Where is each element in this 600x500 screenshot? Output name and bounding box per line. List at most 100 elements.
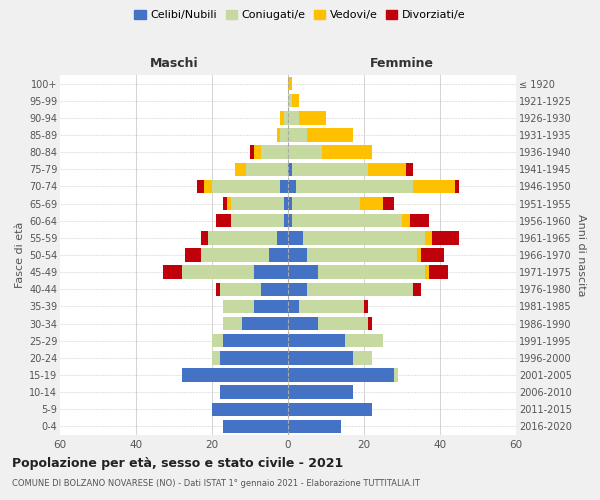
Bar [410,214,428,228]
Bar [223,300,254,313]
Text: Maschi: Maschi [149,57,199,70]
Bar [288,266,319,279]
Legend: Celibi/Nubili, Coniugati/e, Vedovi/e, Divorziati/e: Celibi/Nubili, Coniugati/e, Vedovi/e, Di… [130,6,470,25]
Bar [235,162,246,176]
Bar [368,317,371,330]
Bar [288,231,303,244]
Bar [223,420,288,433]
Bar [212,351,220,364]
Bar [284,197,288,210]
Bar [360,197,383,210]
Bar [269,248,288,262]
Bar [307,282,413,296]
Bar [262,146,288,159]
Bar [322,146,371,159]
Bar [250,146,254,159]
Bar [254,300,288,313]
Bar [364,300,368,313]
Bar [223,197,227,210]
Bar [421,248,444,262]
Bar [220,386,288,399]
Bar [231,197,284,210]
Bar [277,231,288,244]
Bar [368,162,406,176]
Y-axis label: Anni di nascita: Anni di nascita [576,214,586,296]
Bar [288,214,292,228]
Bar [277,128,280,141]
Bar [212,402,288,416]
Bar [288,128,307,141]
Bar [288,402,371,416]
Bar [220,282,262,296]
Bar [288,368,394,382]
Bar [425,266,428,279]
Bar [246,162,288,176]
Bar [280,128,288,141]
Bar [288,146,322,159]
Bar [406,162,413,176]
Bar [288,248,307,262]
Bar [413,282,421,296]
Bar [223,334,288,347]
Bar [197,180,205,193]
Bar [223,317,242,330]
Bar [288,420,341,433]
Text: Popolazione per età, sesso e stato civile - 2021: Popolazione per età, sesso e stato civil… [12,458,343,470]
Bar [254,146,262,159]
Bar [345,334,383,347]
Bar [394,368,398,382]
Bar [227,197,231,210]
Bar [208,231,277,244]
Bar [288,77,292,90]
Bar [288,197,292,210]
Bar [383,197,394,210]
Bar [292,214,402,228]
Bar [242,317,288,330]
Text: Femmine: Femmine [370,57,434,70]
Bar [200,231,208,244]
Bar [284,214,288,228]
Bar [216,282,220,296]
Bar [413,180,455,193]
Bar [185,248,200,262]
Bar [288,351,353,364]
Bar [205,180,212,193]
Bar [231,214,284,228]
Bar [212,334,223,347]
Bar [182,266,254,279]
Text: COMUNE DI BOLZANO NOVARESE (NO) - Dati ISTAT 1° gennaio 2021 - Elaborazione TUTT: COMUNE DI BOLZANO NOVARESE (NO) - Dati I… [12,479,420,488]
Bar [296,180,413,193]
Bar [254,266,288,279]
Bar [262,282,288,296]
Bar [288,317,319,330]
Bar [307,248,417,262]
Bar [288,300,299,313]
Bar [319,266,425,279]
Bar [288,334,345,347]
Bar [288,111,299,124]
Bar [288,386,353,399]
Bar [299,111,326,124]
Bar [288,162,292,176]
Bar [353,351,371,364]
Bar [280,180,288,193]
Bar [220,351,288,364]
Y-axis label: Fasce di età: Fasce di età [14,222,25,288]
Bar [455,180,459,193]
Bar [280,111,284,124]
Bar [163,266,182,279]
Bar [402,214,410,228]
Bar [428,266,448,279]
Bar [288,180,296,193]
Bar [299,300,364,313]
Bar [216,214,231,228]
Bar [292,197,360,210]
Bar [212,180,280,193]
Bar [417,248,421,262]
Bar [292,94,299,108]
Bar [200,248,269,262]
Bar [288,282,307,296]
Bar [425,231,433,244]
Bar [303,231,425,244]
Bar [288,94,292,108]
